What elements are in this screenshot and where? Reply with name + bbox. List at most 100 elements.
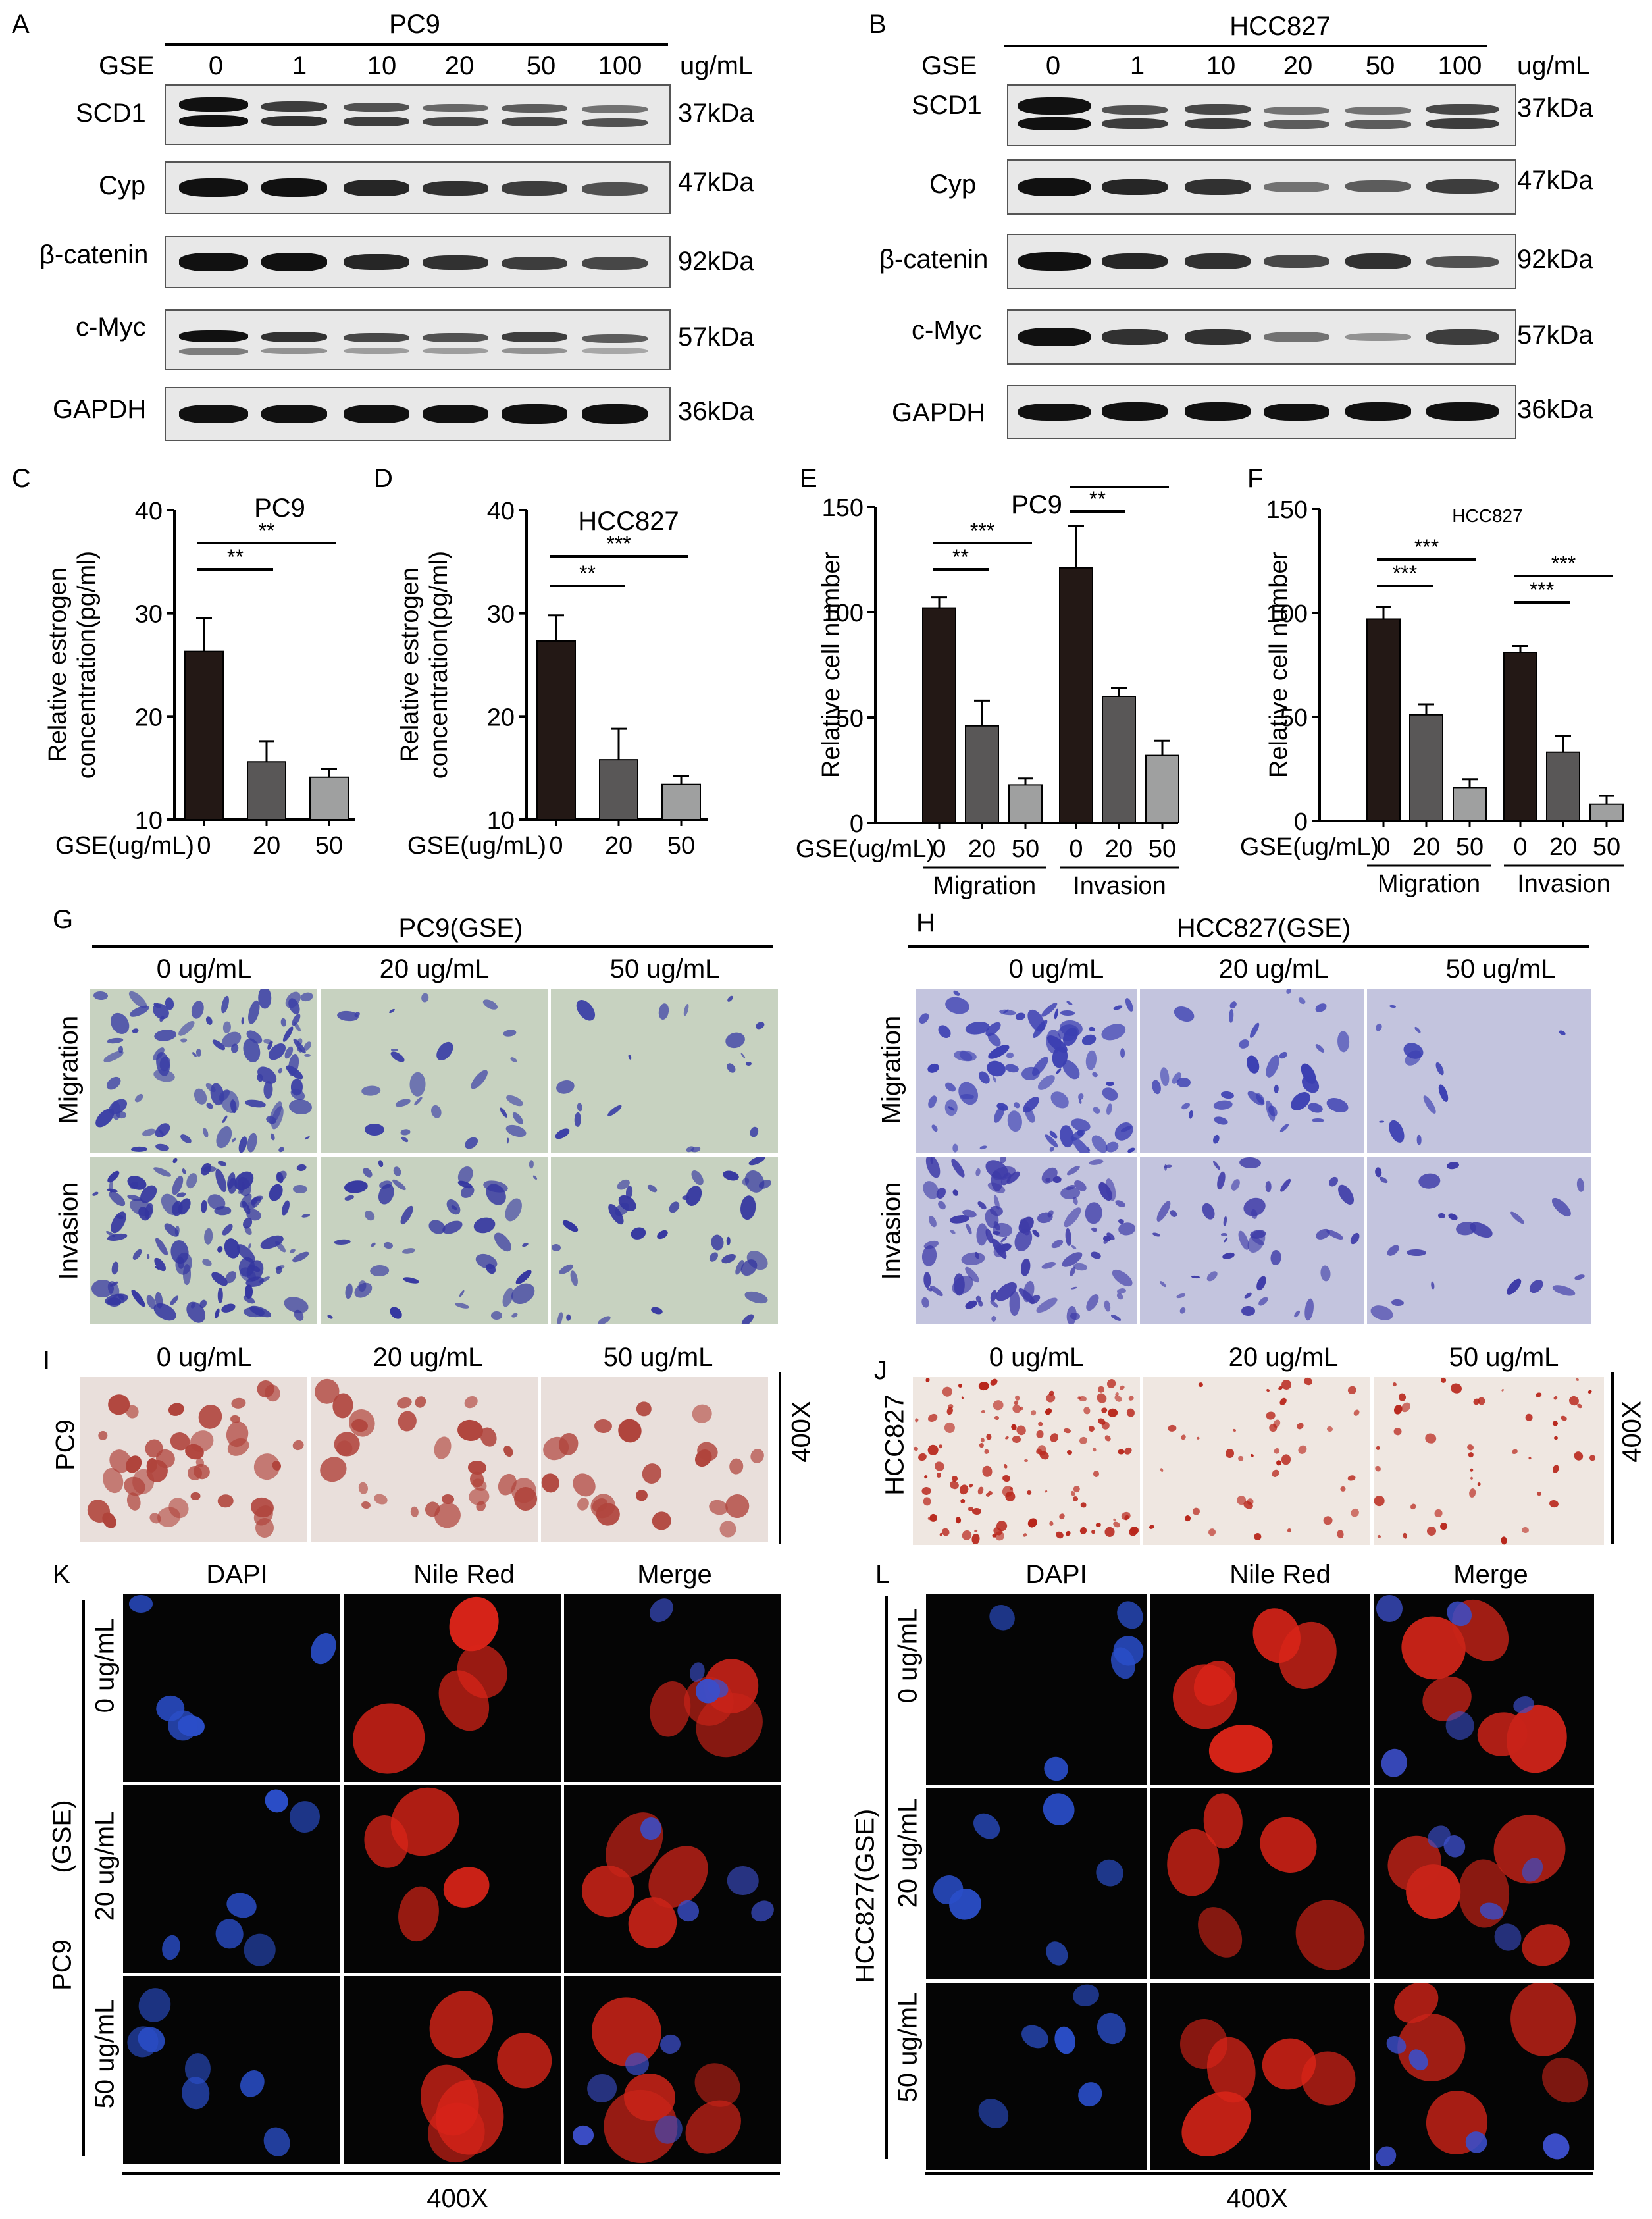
y-axis-label-line: Relative estrogen — [396, 567, 424, 762]
wb-a-dose: 0 — [208, 51, 224, 80]
cell-mark — [1297, 996, 1307, 1006]
cell-mark — [645, 1594, 678, 1627]
cell-mark — [658, 1002, 670, 1020]
cell-mark — [1281, 1886, 1370, 1979]
cell-mark — [690, 1403, 714, 1425]
cell-mark — [1061, 1205, 1084, 1230]
cell-mark — [960, 1396, 964, 1400]
cell-mark — [1179, 1433, 1187, 1441]
cell-mark — [560, 1218, 580, 1234]
y-tick-label: 100 — [822, 600, 864, 627]
i-magnification-line — [779, 1372, 781, 1544]
cell-mark — [1535, 1392, 1543, 1398]
k-image-nilered-0 — [342, 1593, 562, 1783]
cell-mark — [270, 1132, 276, 1141]
cell-mark — [1128, 1528, 1137, 1537]
g-image-migration-20 — [319, 987, 549, 1155]
cell-mark — [1393, 1427, 1403, 1436]
cell-mark — [432, 1039, 457, 1064]
chart-title: HCC827 — [1452, 506, 1522, 526]
y-axis-label-line: concentration(pg/ml) — [425, 551, 453, 779]
cell-mark — [401, 1247, 416, 1255]
cell-mark — [362, 1209, 376, 1223]
group-label: Migration — [933, 872, 1036, 900]
cell-mark — [667, 1199, 682, 1215]
cell-mark — [277, 1146, 286, 1153]
k-row-20: 20 ug/mL — [90, 1811, 120, 1921]
cell-mark — [1287, 1527, 1292, 1532]
cell-mark — [361, 1166, 374, 1180]
cell-mark — [1004, 1063, 1020, 1074]
g-title-line — [92, 945, 773, 948]
cell-mark — [133, 1093, 145, 1104]
wb-b-dose: 10 — [1206, 51, 1236, 80]
cell-mark — [146, 1254, 150, 1260]
x-tick-label: 20 — [605, 832, 632, 860]
cell-mark — [925, 1377, 930, 1383]
cell-mark — [1149, 1525, 1155, 1530]
cell-mark — [203, 1228, 213, 1245]
x-tick-label: 20 — [253, 832, 280, 860]
cell-mark — [708, 1250, 721, 1264]
cell-mark — [510, 1110, 525, 1126]
cell-mark — [935, 1022, 954, 1041]
x-tick-label: 50 — [667, 832, 695, 860]
cell-mark — [685, 2054, 749, 2116]
cell-mark — [1410, 1502, 1418, 1511]
cell-mark — [1339, 1484, 1347, 1493]
cell-mark — [958, 1483, 970, 1496]
wb-b-treatment-label: GSE — [921, 51, 977, 80]
cell-mark — [1025, 1489, 1033, 1496]
cell-mark — [1168, 1209, 1179, 1219]
cell-mark — [1551, 1464, 1560, 1475]
cell-mark — [748, 1896, 779, 1926]
y-tick-label: 150 — [822, 494, 864, 522]
cell-mark — [944, 1099, 958, 1116]
cell-mark — [1040, 1260, 1056, 1270]
cell-mark — [972, 2092, 1015, 2134]
cell-mark — [1467, 1451, 1475, 1459]
bar — [661, 783, 701, 821]
g-row-migration: Migration — [54, 1015, 84, 1124]
cell-mark — [554, 1078, 576, 1096]
cell-mark — [230, 1397, 247, 1409]
cell-mark — [181, 1167, 187, 1175]
cell-mark — [1093, 1470, 1100, 1478]
bar — [922, 607, 956, 823]
cell-mark — [721, 1169, 740, 1182]
i-col-0: 0 ug/mL — [156, 1343, 252, 1372]
cell-mark — [1159, 1066, 1171, 1087]
cell-mark — [738, 1194, 757, 1220]
cell-mark — [1280, 1453, 1291, 1465]
wb-a-blot-scd1 — [165, 84, 671, 145]
y-axis-label: Relative cell number — [817, 552, 845, 779]
cell-mark — [1072, 1495, 1079, 1502]
panel-label-k: K — [53, 1560, 70, 1589]
cell-mark — [344, 1283, 354, 1300]
group-label: Migration — [1378, 870, 1480, 898]
cell-mark — [572, 2125, 594, 2146]
x-tick-label: 50 — [1456, 833, 1484, 861]
cell-mark — [1347, 1384, 1358, 1396]
x-tick-label: 0 — [197, 832, 211, 860]
panel-label-a: A — [12, 10, 30, 39]
k-image-merge-50 — [563, 1975, 783, 2165]
cell-mark — [1426, 1526, 1437, 1536]
cell-mark — [1070, 1311, 1081, 1320]
x-tick-label: 20 — [968, 835, 996, 863]
wb-b-protein-cyp: Cyp — [929, 170, 977, 199]
cell-mark — [296, 1164, 307, 1172]
bar — [184, 650, 224, 820]
y-tick-label: 30 — [487, 601, 515, 629]
cell-mark — [273, 1168, 289, 1184]
x-tick-label: 0 — [1513, 833, 1527, 861]
cell-mark — [1374, 2141, 1401, 2170]
cell-mark — [1509, 1210, 1526, 1226]
cell-mark — [303, 1136, 311, 1141]
cell-mark — [1084, 1292, 1102, 1313]
cell-mark — [639, 1460, 665, 1486]
cell-mark — [725, 1061, 738, 1074]
cell-mark — [396, 1409, 419, 1434]
cell-mark — [304, 1054, 311, 1057]
h-title: HCC827(GSE) — [1176, 914, 1351, 943]
